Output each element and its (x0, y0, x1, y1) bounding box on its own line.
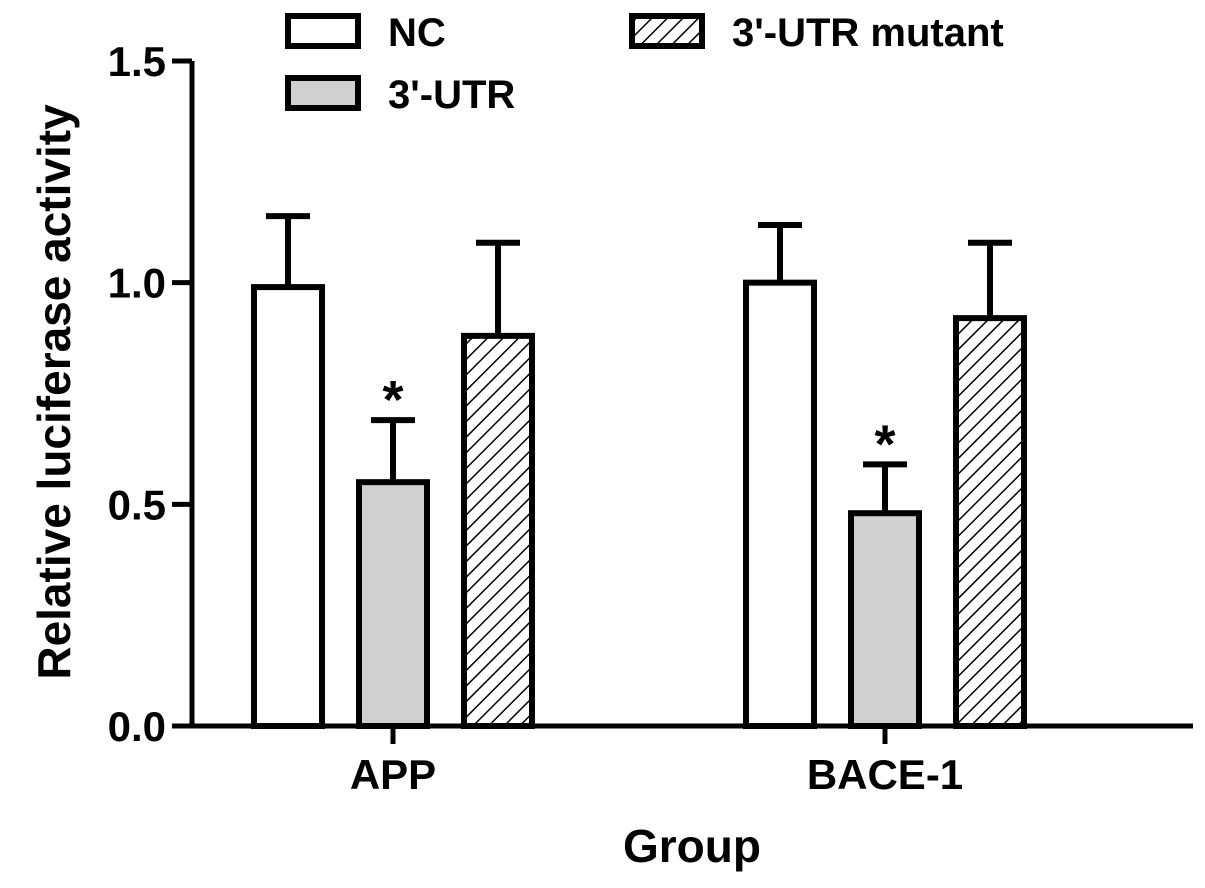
x-tick-label: BACE-1 (807, 751, 963, 798)
axes: 0.0 0.5 1.0 1.5 APP BACE-1 (108, 38, 1193, 798)
bar (461, 332, 535, 729)
significance-marker: * (874, 414, 895, 474)
bars: ** (251, 213, 1027, 730)
legend-swatch (285, 13, 361, 49)
significance-marker: * (382, 370, 403, 430)
legend-label: 3'-UTR mutant (732, 11, 1004, 55)
bar (743, 279, 817, 729)
bar (356, 479, 430, 729)
y-tick-label: 0.5 (108, 481, 166, 528)
legend-swatch (285, 75, 361, 111)
x-axis-label: Group (623, 820, 761, 872)
legend-label: NC (388, 11, 446, 55)
x-tick-label: APP (350, 751, 436, 798)
legend-label: 3'-UTR (388, 73, 515, 117)
bar (953, 315, 1027, 729)
legend: NC 3'-UTR 3'-UTR mutant (285, 11, 1004, 117)
y-axis-label: Relative luciferase activity (28, 104, 80, 680)
y-tick-label: 0.0 (108, 703, 166, 750)
y-tick-label: 1.5 (108, 38, 166, 85)
bar (251, 284, 325, 729)
y-tick-label: 1.0 (108, 260, 166, 307)
legend-swatch (629, 13, 705, 49)
bar (848, 510, 922, 730)
